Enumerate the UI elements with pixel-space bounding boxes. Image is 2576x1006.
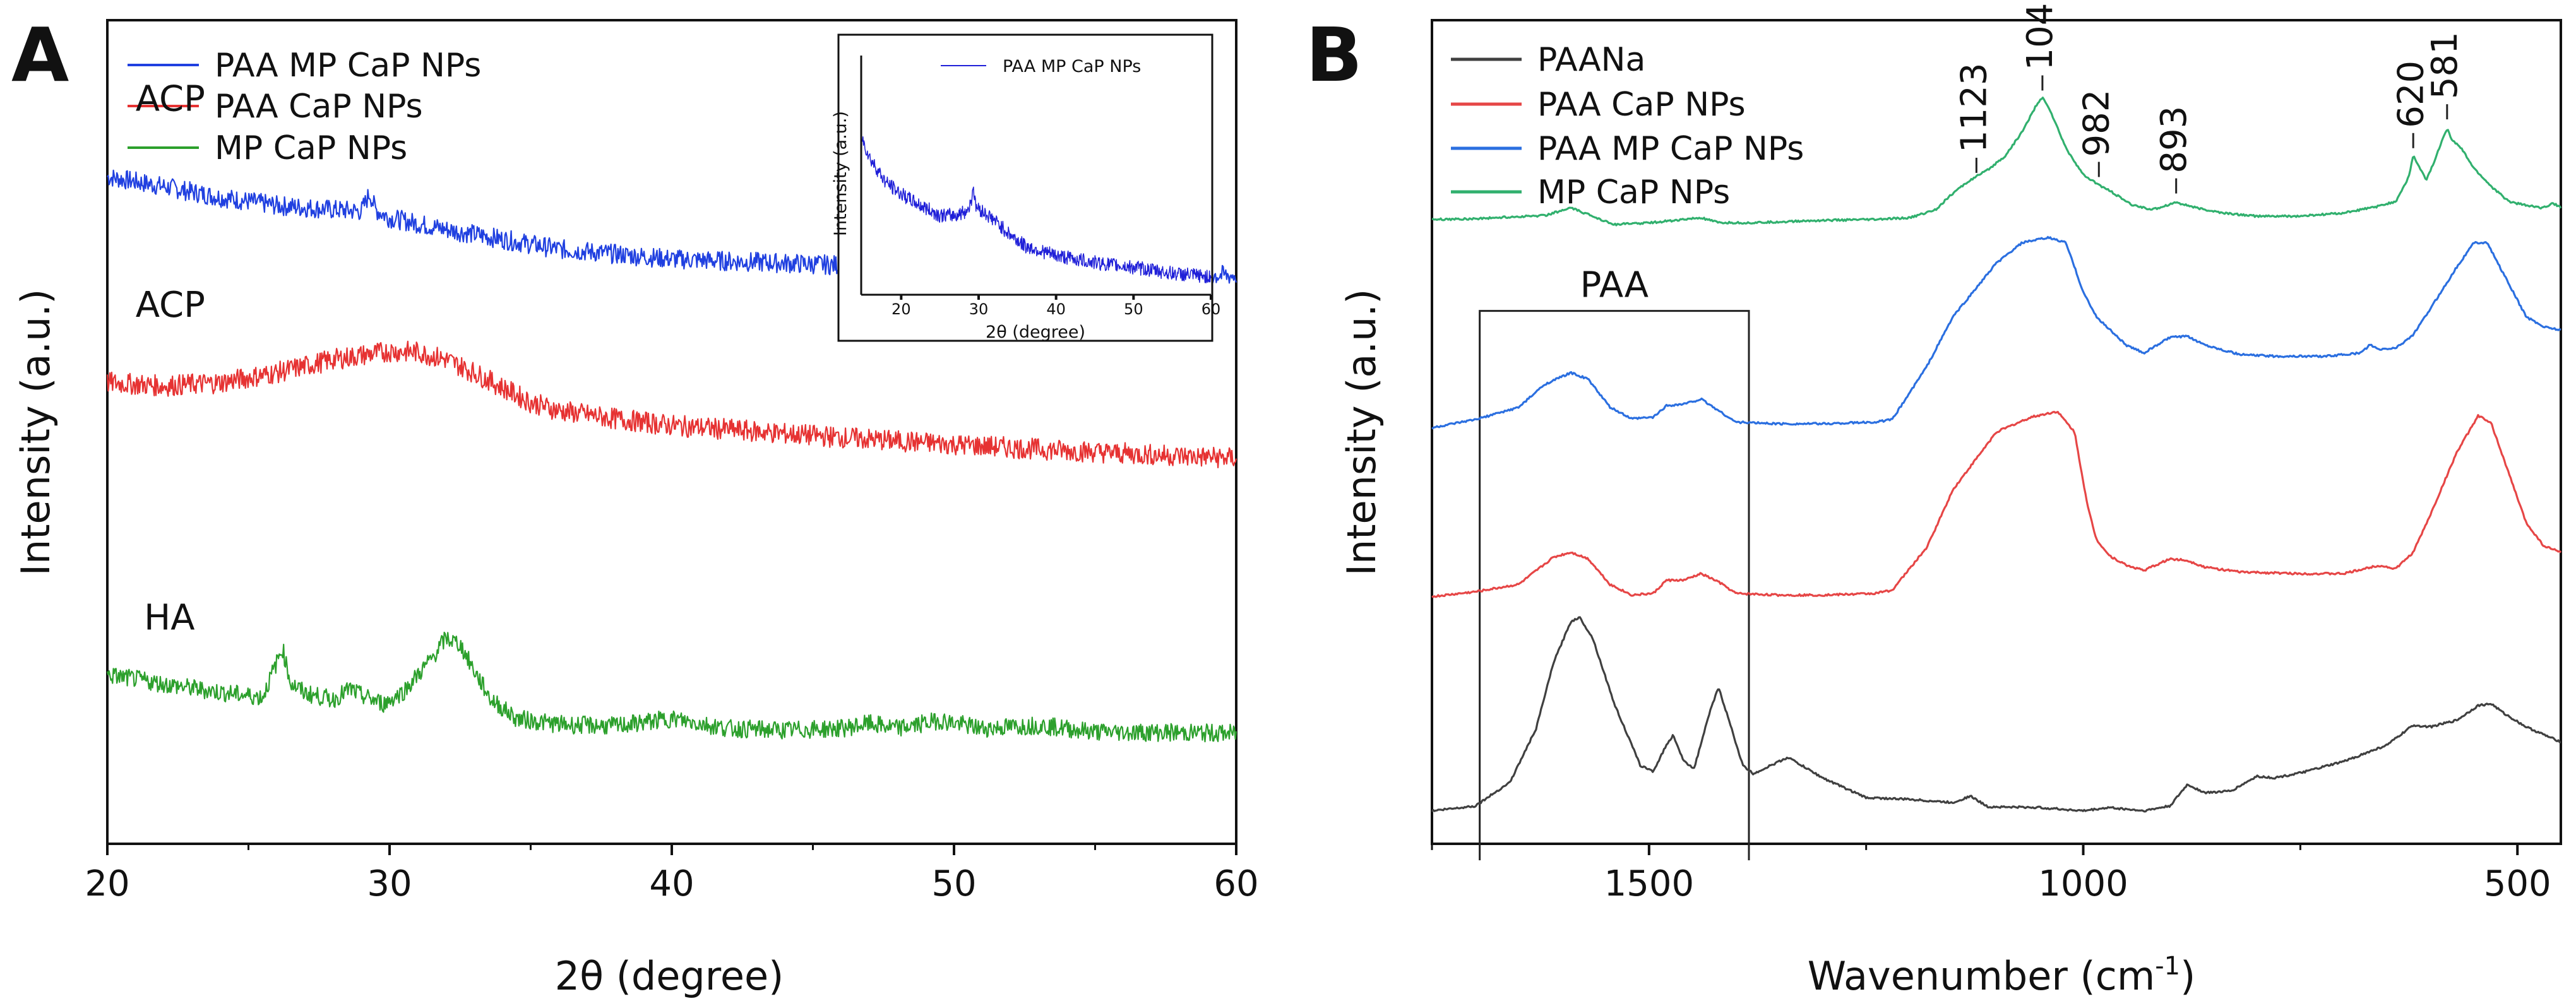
panel-a-letter: A [11,11,69,98]
inset-series-0 [862,136,1212,283]
legend-b-label-paana: PAANa [1537,41,1645,79]
panel-a-series-2 [106,631,1237,743]
panel-b-x-tick-label-500: 500 [2484,863,2551,904]
paa-bracket-label: PAA [1580,265,1649,306]
x-axis-title-superscript: -1 [2155,952,2180,981]
panel-b-x-tick-label-1000: 1000 [2038,863,2128,904]
inset-x-tick-label-30: 30 [969,300,989,318]
x-axis-title-main: Wavenumber (cm [1808,953,2156,999]
panel-a-x-axis-title: 2θ (degree) [555,953,784,999]
panel-b-series-1 [1431,410,2562,598]
legend-b-label-paa-mp: PAA MP CaP NPs [1537,130,1804,168]
legend-a-label-paa: PAA CaP NPs [215,88,423,126]
legend-a-label-mp: MP CaP NPs [215,129,407,167]
panel-b-ticks: 1500 1000 500 [1431,844,2551,904]
peak-label-1123: 1123 [1954,62,1995,153]
panel-b-series-3 [1431,97,2562,227]
inset-series-layer [862,136,1212,283]
inset-x-axis-title: 2θ (degree) [986,323,1085,342]
inset-ticks: 20 30 40 50 60 [891,295,1220,318]
inset-chart: 20 30 40 50 60 PAA MP CaP NPs 2θ (degree) In… [831,33,1220,342]
panel-b-x-tick-label-1500: 1500 [1604,863,1695,904]
peak-label-893: 893 [2154,106,2195,174]
panel-a-y-axis-title: Intensity (a.u.) [13,289,59,576]
inset-x-tick-label-40: 40 [1046,300,1066,318]
legend-b-label-mp: MP CaP NPs [1537,174,1730,211]
panel-a-x-tick-label-30: 30 [367,863,412,904]
panel-b-series-0 [1431,616,2561,813]
panel-a-x-tick-label-40: 40 [649,863,694,904]
peak-label-982: 982 [2076,90,2117,157]
paa-bracket: PAA [1479,265,1750,861]
peak-label-581: 581 [2424,32,2466,99]
panel-a-series-1 [106,340,1237,468]
legend-b-label-paa: PAA CaP NPs [1537,86,1746,124]
x-axis-title-end: ) [2180,953,2195,999]
inset-y-axis-title: Intensity (a.u.) [831,111,850,236]
panel-b-series-layer [1431,97,2562,813]
panel-b-letter: B [1306,11,1363,98]
panel-b-series-2 [1431,235,2561,430]
panel-a-x-tick-label-60: 60 [1213,863,1258,904]
panel-b-x-axis-title: Wavenumber (cm-1) [1808,952,2196,999]
inset-x-tick-label-60: 60 [1202,300,1221,318]
panel-a-annotations: ACP ACP HA [136,79,205,639]
paa-bracket-line [1479,310,1750,861]
inset-legend-label: PAA MP CaP NPs [1003,57,1141,76]
inset-x-tick-label-50: 50 [1124,300,1143,318]
panel-a-ticks: 20 30 40 50 60 [85,844,1259,904]
legend-a-label-paa-mp: PAA MP CaP NPs [215,47,481,85]
inset-x-tick-label-20: 20 [891,300,911,318]
inset-outer-frame [837,33,1213,342]
peak-label-620: 620 [2390,61,2431,128]
panel-a-x-tick-label-50: 50 [931,863,976,904]
panel-a-legend: PAA MP CaP NPs PAA CaP NPs MP CaP NPs [128,47,481,167]
panel-a-x-tick-label-20: 20 [85,863,129,904]
panel-a: A 20 30 40 50 60 2θ (degree) Intensity (a.u.… [11,11,1259,999]
panel-b-plot-frame [1431,19,2562,845]
panel-b-legend: PAANa PAA CaP NPs PAA MP CaP NPs MP CaP … [1451,41,1804,211]
peak-label-1047: 1047 [2020,0,2061,70]
annotation-ha-green: HA [144,598,194,639]
annotation-acp-blue: ACP [136,79,205,120]
annotation-acp-red: ACP [136,285,205,326]
panel-b-y-axis-title: Intensity (a.u.) [1339,289,1385,576]
